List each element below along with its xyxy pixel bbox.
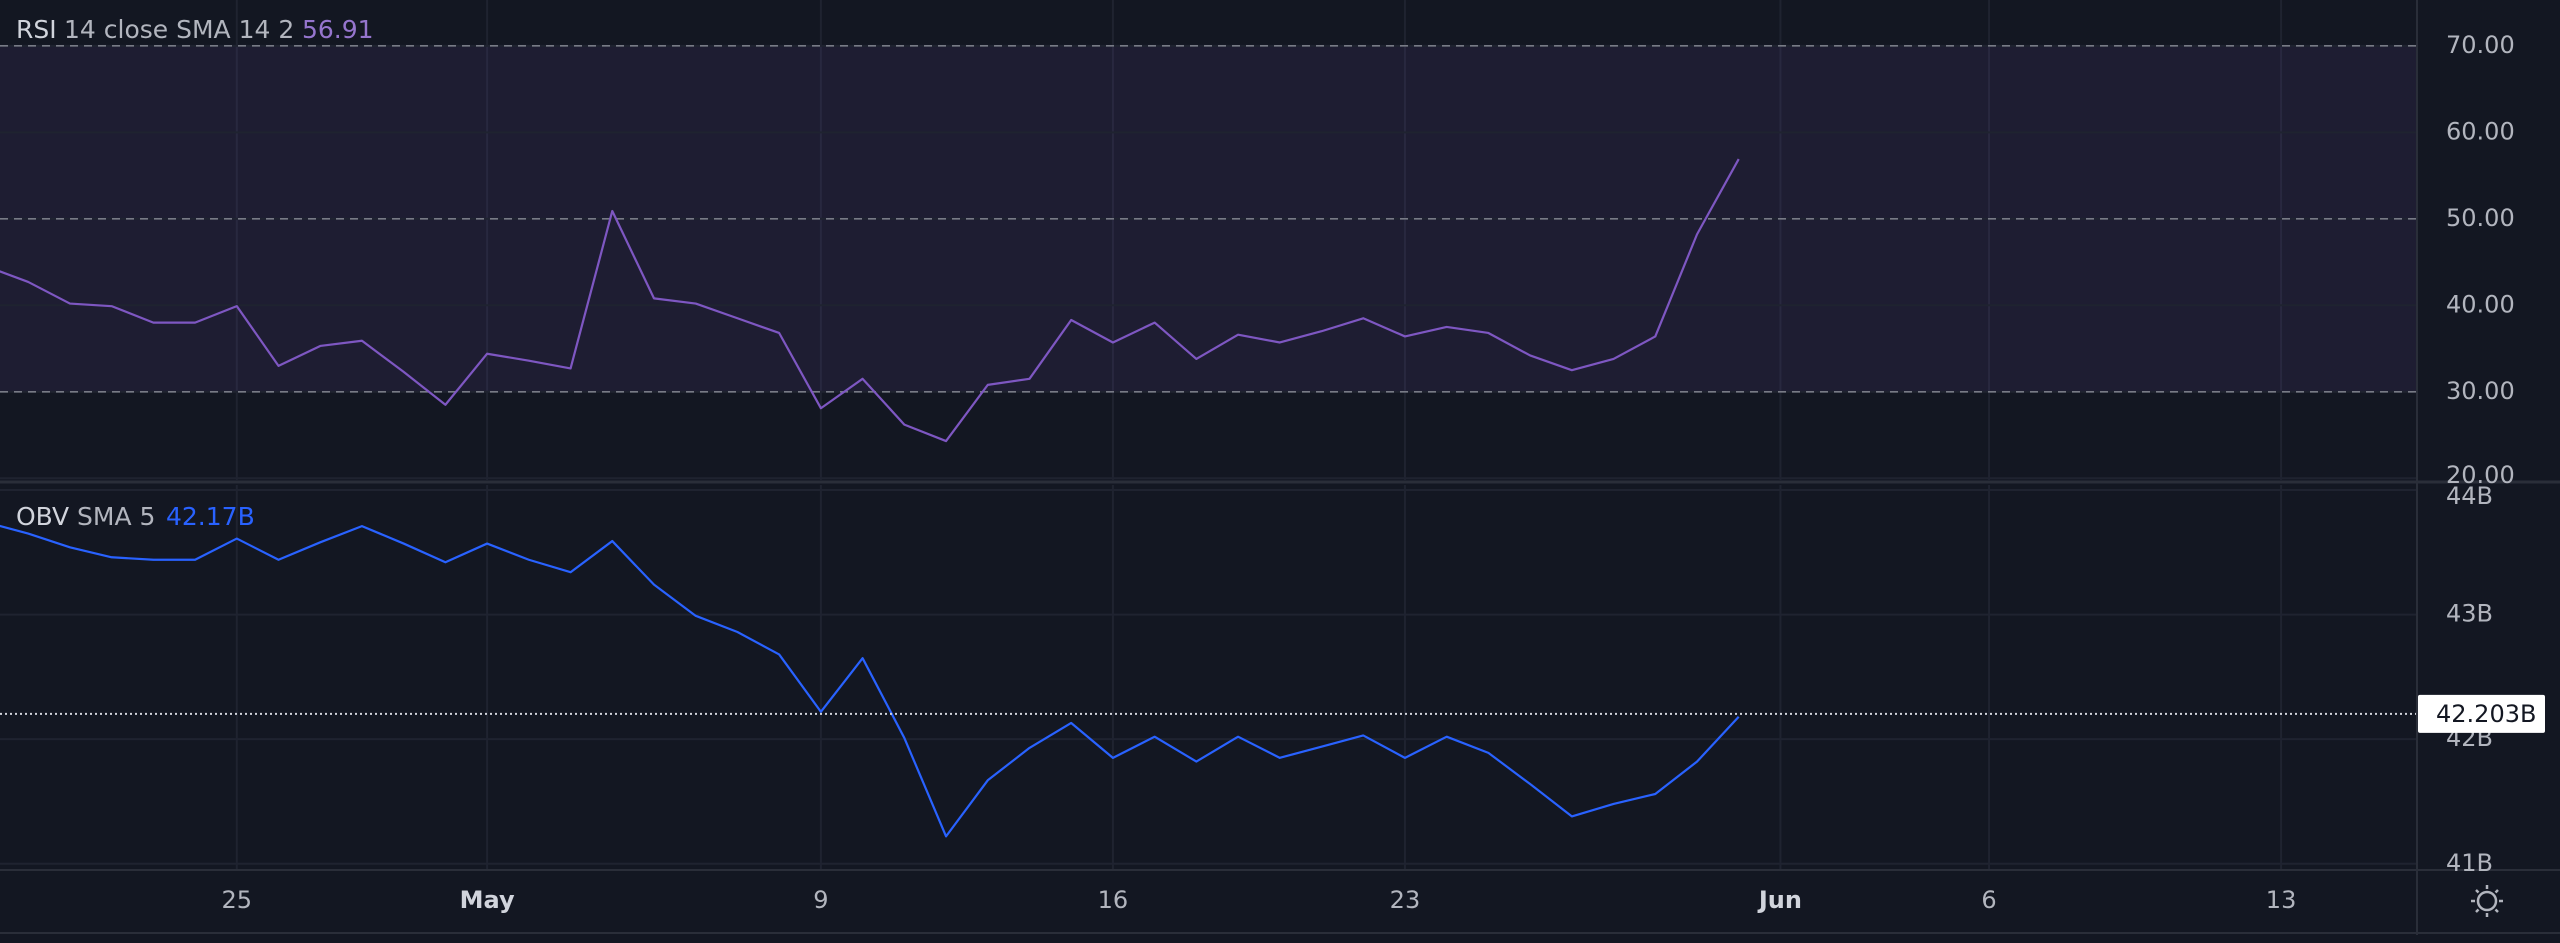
obv-params: SMA 5 <box>77 502 155 531</box>
y-tick-label: 44B <box>2446 482 2493 510</box>
marks-layer <box>0 158 2417 838</box>
x-tick-label: 13 <box>2266 886 2297 914</box>
series-line <box>0 158 1740 443</box>
y-tick-label: 50.00 <box>2446 204 2515 232</box>
grid-layer <box>0 0 2417 870</box>
x-tick-label: 25 <box>222 886 253 914</box>
obv-value: 42.17B <box>166 502 255 531</box>
price-label-box <box>2418 694 2545 733</box>
series-line <box>0 524 1740 838</box>
y-tick-label: 60.00 <box>2446 117 2515 145</box>
y-tick-label: 43B <box>2446 600 2493 628</box>
x-tick-label: 9 <box>813 886 828 914</box>
y-tick-label: 30.00 <box>2446 377 2515 405</box>
y-tick-label: 40.00 <box>2446 290 2515 318</box>
rsi-title: RSI <box>16 15 57 44</box>
x-tick-label: 6 <box>1981 886 1996 914</box>
x-tick-label: May <box>460 886 515 914</box>
y-tick-label: 70.00 <box>2446 31 2515 59</box>
x-tick-label: Jun <box>1757 886 1802 914</box>
y-tick-label: 20.00 <box>2446 461 2515 489</box>
rsi-value: 56.91 <box>302 15 374 44</box>
y-tick-label: 41B <box>2446 849 2493 877</box>
rsi-params: 14 close SMA 14 2 <box>64 15 294 44</box>
x-tick-label: 16 <box>1098 886 1129 914</box>
settings-icon[interactable] <box>2471 885 2503 917</box>
x-tick-label: 23 <box>1390 886 1421 914</box>
obv-title: OBV <box>16 502 69 531</box>
price-label: 42.203B <box>2436 700 2536 728</box>
